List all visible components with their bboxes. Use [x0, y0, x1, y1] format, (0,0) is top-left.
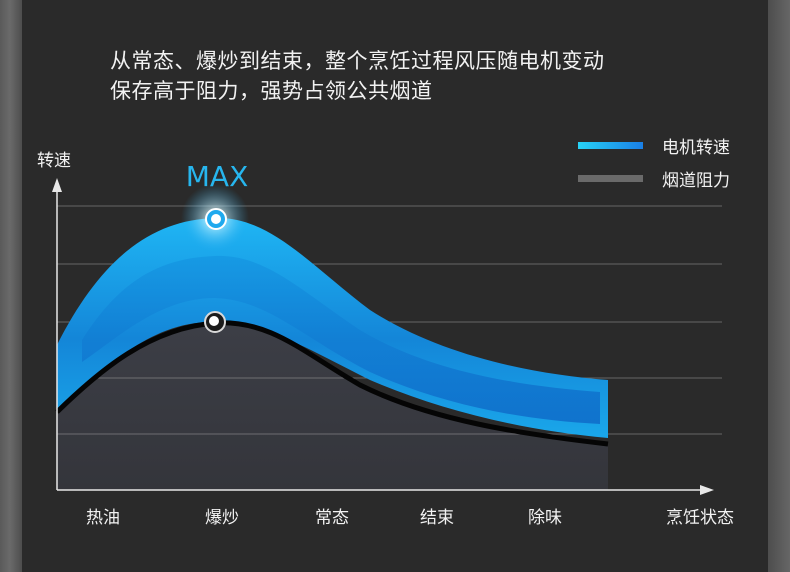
headline: 从常态、爆炒到结束，整个烹饪过程风压随电机变动 保存高于阻力，强势占领公共烟道: [110, 46, 605, 106]
headline-line-1: 从常态、爆炒到结束，整个烹饪过程风压随电机变动: [110, 49, 605, 73]
x-tick-label: 除味: [528, 508, 562, 528]
legend-label-resistance: 烟道阻力: [662, 171, 730, 191]
resistance-line: [55, 320, 609, 447]
axes: [52, 178, 714, 495]
resistance-area: [57, 324, 608, 490]
resistance-peak-dot: [209, 316, 219, 326]
legend: 电机转速 烟道阻力: [578, 138, 730, 191]
motor-speed-inner: [82, 255, 600, 424]
motor-peak-dot: [211, 214, 221, 224]
legend-swatch-motor: [578, 142, 643, 149]
x-tick-label: 结束: [420, 508, 454, 528]
max-label: MAX: [186, 160, 249, 193]
legend-label-motor: 电机转速: [662, 138, 730, 158]
legend-swatch-resistance: [578, 175, 643, 182]
y-axis-label: 转速: [37, 151, 71, 171]
x-tick-label: 热油: [86, 508, 120, 528]
headline-line-2: 保存高于阻力，强势占领公共烟道: [110, 79, 433, 103]
x-axis-label: 烹饪状态: [666, 507, 734, 528]
x-tick-label: 常态: [315, 508, 349, 528]
x-tick-label: 爆炒: [205, 508, 239, 528]
